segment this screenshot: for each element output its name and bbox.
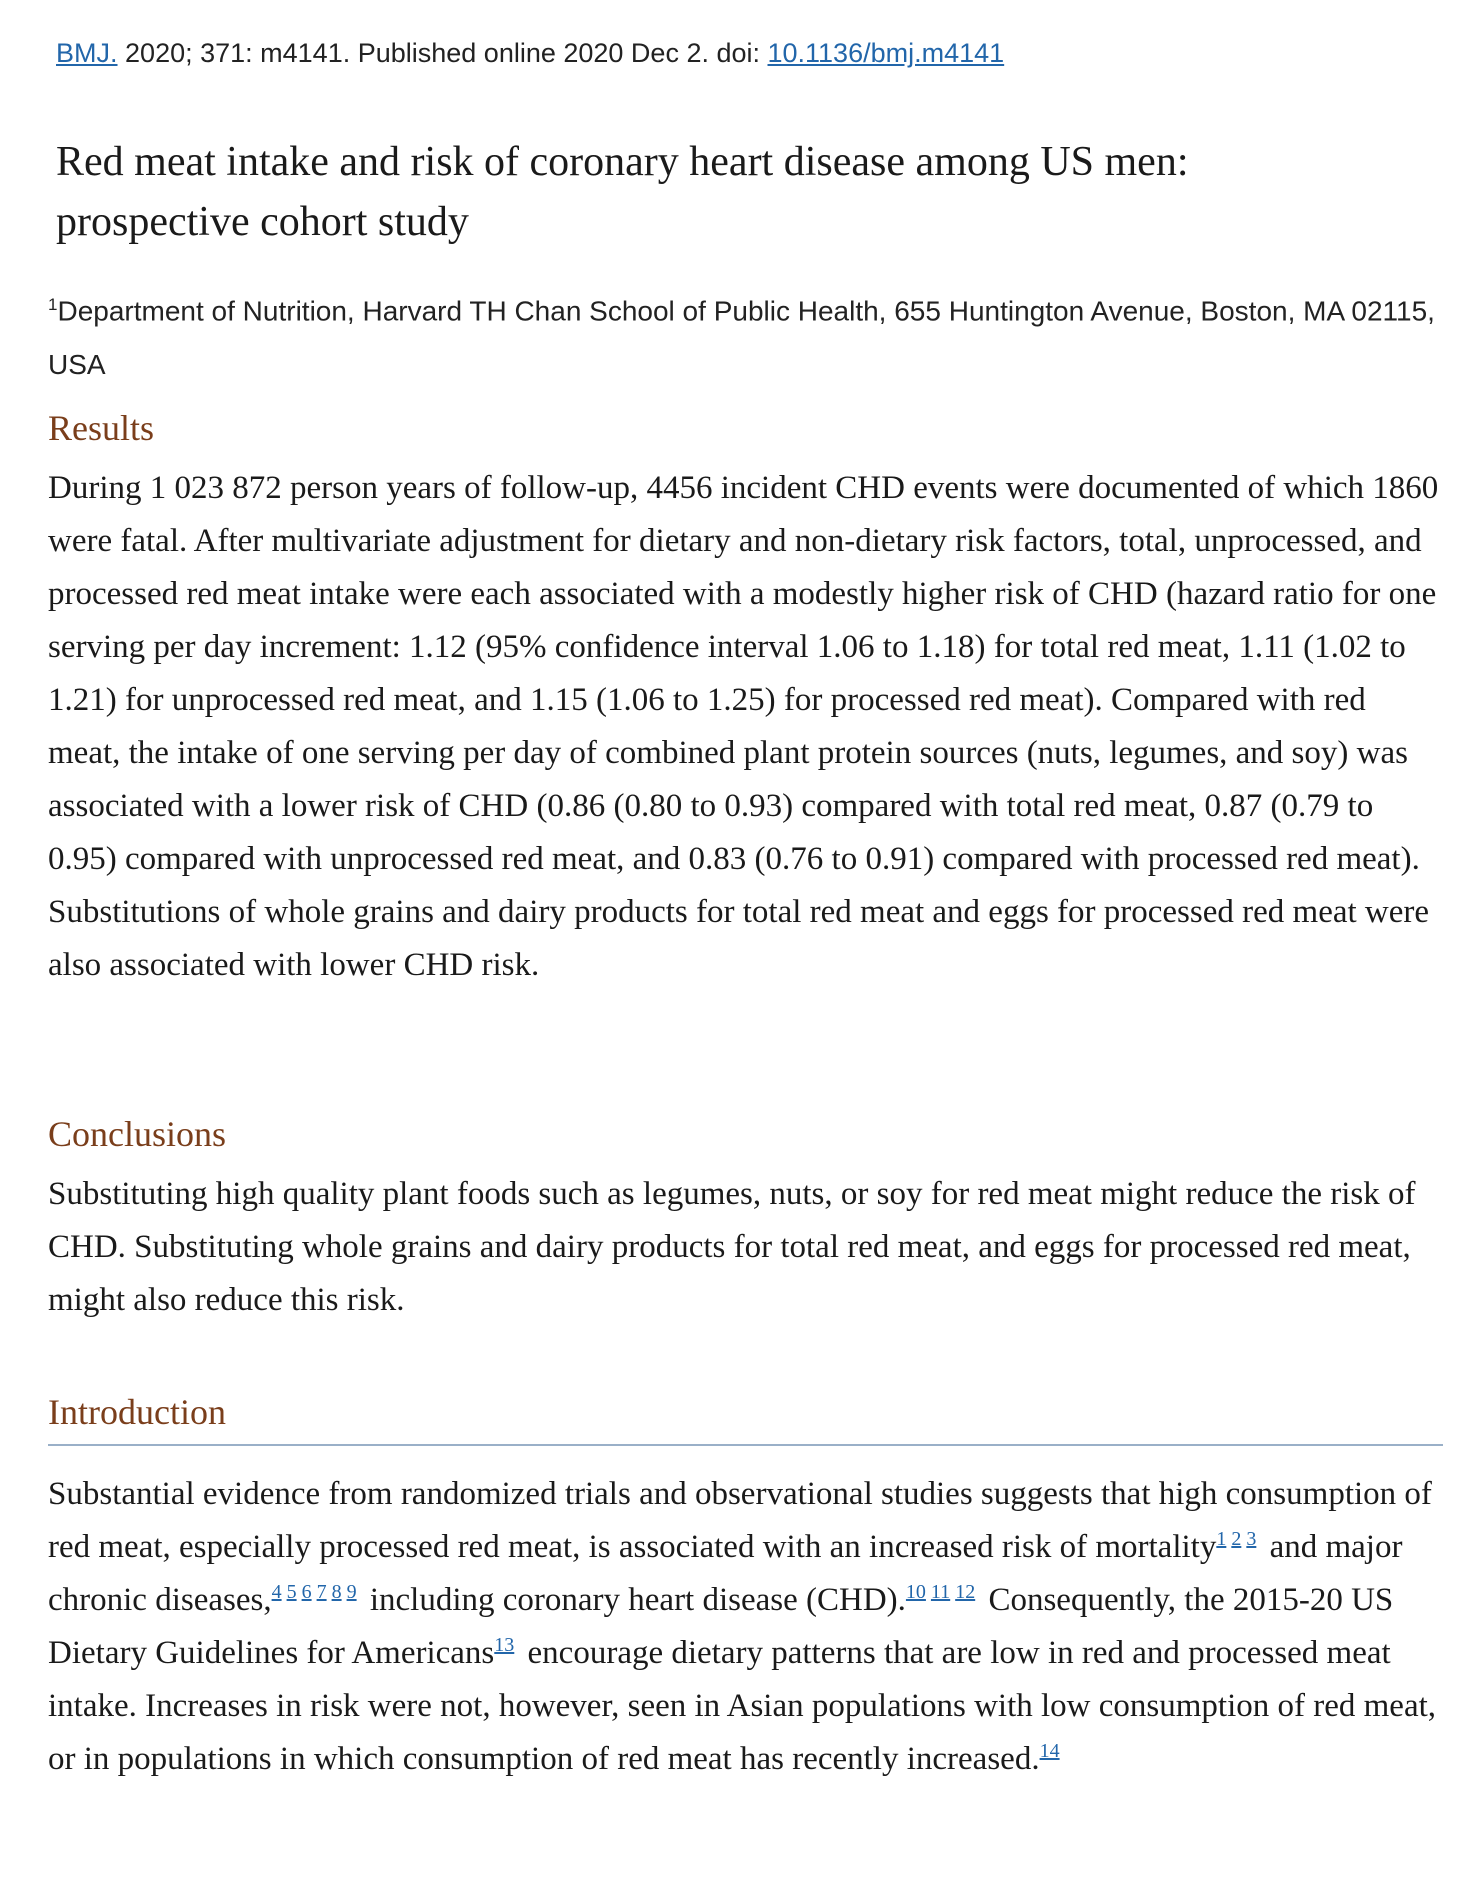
reference-link[interactable]: 3	[1246, 1528, 1257, 1550]
article-title: Red meat intake and risk of coronary hea…	[56, 139, 1189, 245]
citation: BMJ. 2020; 371: m4141. Published online …	[56, 38, 1451, 69]
affiliation: 1Department of Nutrition, Harvard TH Cha…	[48, 278, 1443, 392]
text: and major chronic diseases,	[48, 1529, 1403, 1618]
text: Substantial evidence from randomized tri…	[48, 1476, 1432, 1565]
conclusions-section: Conclusions Substituting high quality pla…	[48, 1110, 1443, 1327]
reference-link[interactable]: 4	[271, 1581, 282, 1603]
reference-link[interactable]: 1	[1216, 1528, 1227, 1550]
reference-group: 13	[494, 1634, 519, 1656]
text: including coronary heart disease (CHD).	[361, 1582, 906, 1618]
introduction-section: Introduction Substantial evidence from ra…	[48, 1388, 1443, 1786]
reference-link[interactable]: 9	[346, 1581, 357, 1603]
reference-link[interactable]: 6	[301, 1581, 312, 1603]
text: Consequently, the 2015-20 US Dietary Gui…	[48, 1582, 1394, 1671]
reference-link[interactable]: 10	[905, 1581, 926, 1603]
reference-link[interactable]: 5	[286, 1581, 297, 1603]
reference-link[interactable]: 13	[494, 1634, 515, 1656]
affiliation-text: Department of Nutrition, Harvard TH Chan…	[48, 295, 1435, 381]
paragraph: During 1 023 872 person years of follow-…	[48, 470, 1439, 983]
affiliation-marker: 1	[48, 295, 58, 314]
section-heading: Introduction	[48, 1388, 1443, 1446]
reference-link[interactable]: 12	[955, 1581, 976, 1603]
reference-link[interactable]: 8	[331, 1581, 342, 1603]
text: encourage dietary patterns that are low …	[48, 1635, 1437, 1777]
reference-link[interactable]: 2	[1231, 1528, 1242, 1550]
reference-group: 14	[1040, 1740, 1065, 1762]
reference-link[interactable]: 14	[1039, 1740, 1060, 1762]
journal-link[interactable]: BMJ.	[56, 38, 118, 68]
reference-link[interactable]: 7	[316, 1581, 327, 1603]
paragraph: Substituting high quality plant foods su…	[48, 1176, 1416, 1318]
section-heading: Results	[48, 408, 155, 448]
doi-link[interactable]: 10.1136/bmj.m4141	[767, 38, 1005, 68]
results-section: Results During 1 023 872 person years of …	[48, 404, 1443, 992]
section-heading: Conclusions	[48, 1114, 227, 1154]
citation-details: 2020; 371: m4141. Published online 2020 …	[125, 38, 768, 68]
reference-link[interactable]: 11	[930, 1581, 951, 1603]
paragraph: Substantial evidence from randomized tri…	[48, 1468, 1443, 1786]
reference-group: 10 11 12	[906, 1581, 980, 1603]
